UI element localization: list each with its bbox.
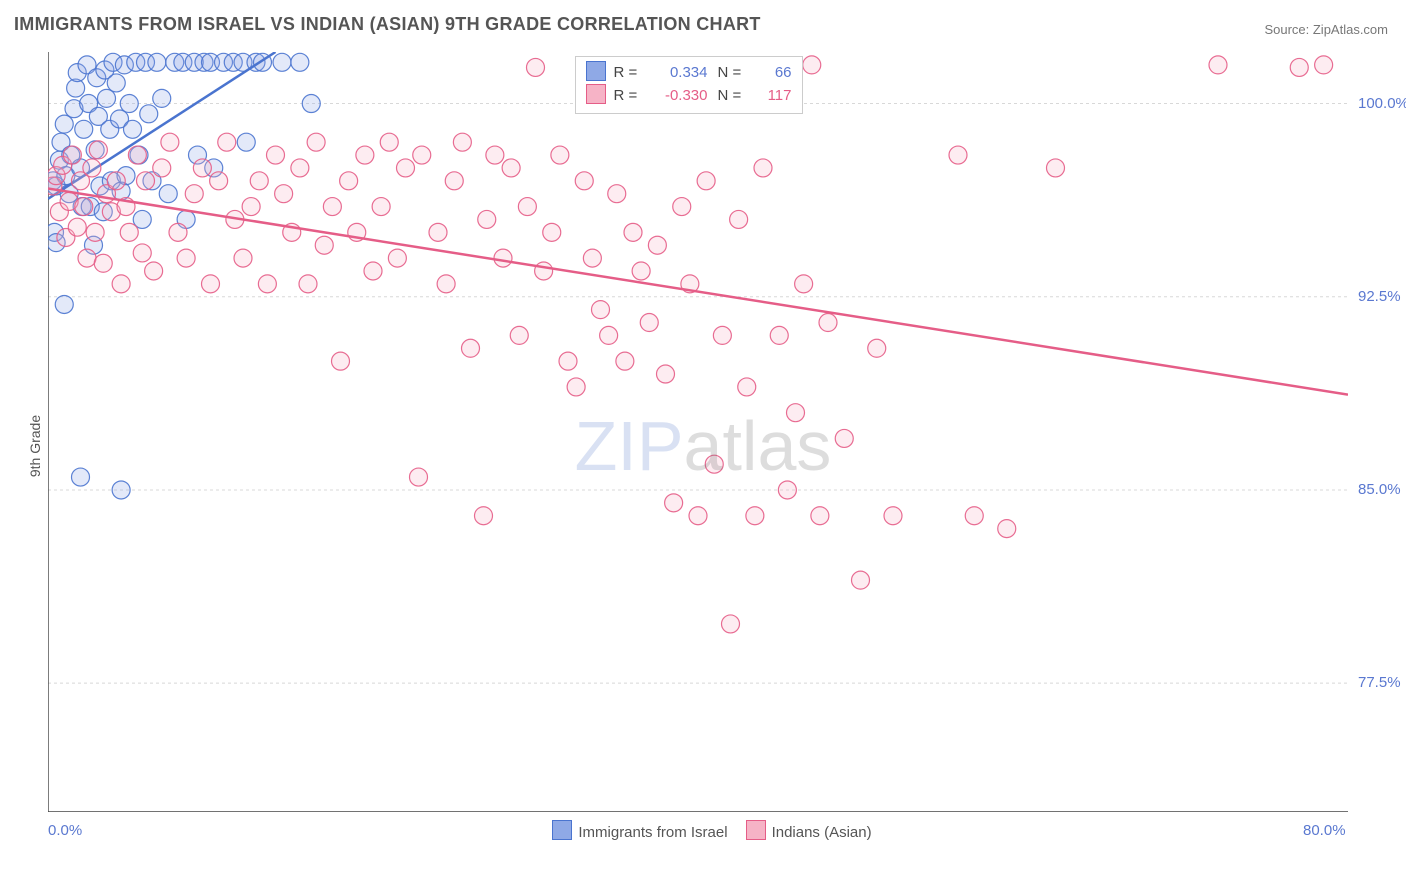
legend-series-label: Indians (Asian) [772,824,872,841]
y-tick-label: 77.5% [1358,674,1401,691]
legend-swatch [552,820,572,840]
legend-r-value: -0.330 [642,85,708,107]
chart-container: IMMIGRANTS FROM ISRAEL VS INDIAN (ASIAN)… [0,0,1406,892]
legend-r-label: R = [614,85,642,107]
chart-source: Source: ZipAtlas.com [1264,22,1388,37]
legend-row: R =0.334 N =66 [586,61,792,84]
scatter-plot [48,52,1348,812]
legend-n-label: N = [718,85,752,107]
legend-row: R =-0.330 N =117 [586,84,792,107]
legend-series-label: Immigrants from Israel [578,824,727,841]
legend-n-value: 117 [752,85,792,107]
legend-n-label: N = [718,62,752,84]
source-prefix: Source: [1264,22,1312,37]
y-tick-label: 100.0% [1358,95,1406,112]
legend-swatch [746,820,766,840]
legend-n-value: 66 [752,62,792,84]
legend-swatch [586,61,606,81]
source-name: ZipAtlas.com [1313,22,1388,37]
y-tick-label: 85.0% [1358,481,1401,498]
legend-swatch [586,84,606,104]
legend-r-label: R = [614,62,642,84]
correlation-legend: R =0.334 N =66 R =-0.330 N =117 [575,56,803,114]
y-tick-label: 92.5% [1358,288,1401,305]
chart-title: IMMIGRANTS FROM ISRAEL VS INDIAN (ASIAN)… [14,14,761,35]
y-axis-label: 9th Grade [27,415,43,477]
series-legend: Immigrants from Israel Indians (Asian) [0,820,1406,841]
legend-r-value: 0.334 [642,62,708,84]
